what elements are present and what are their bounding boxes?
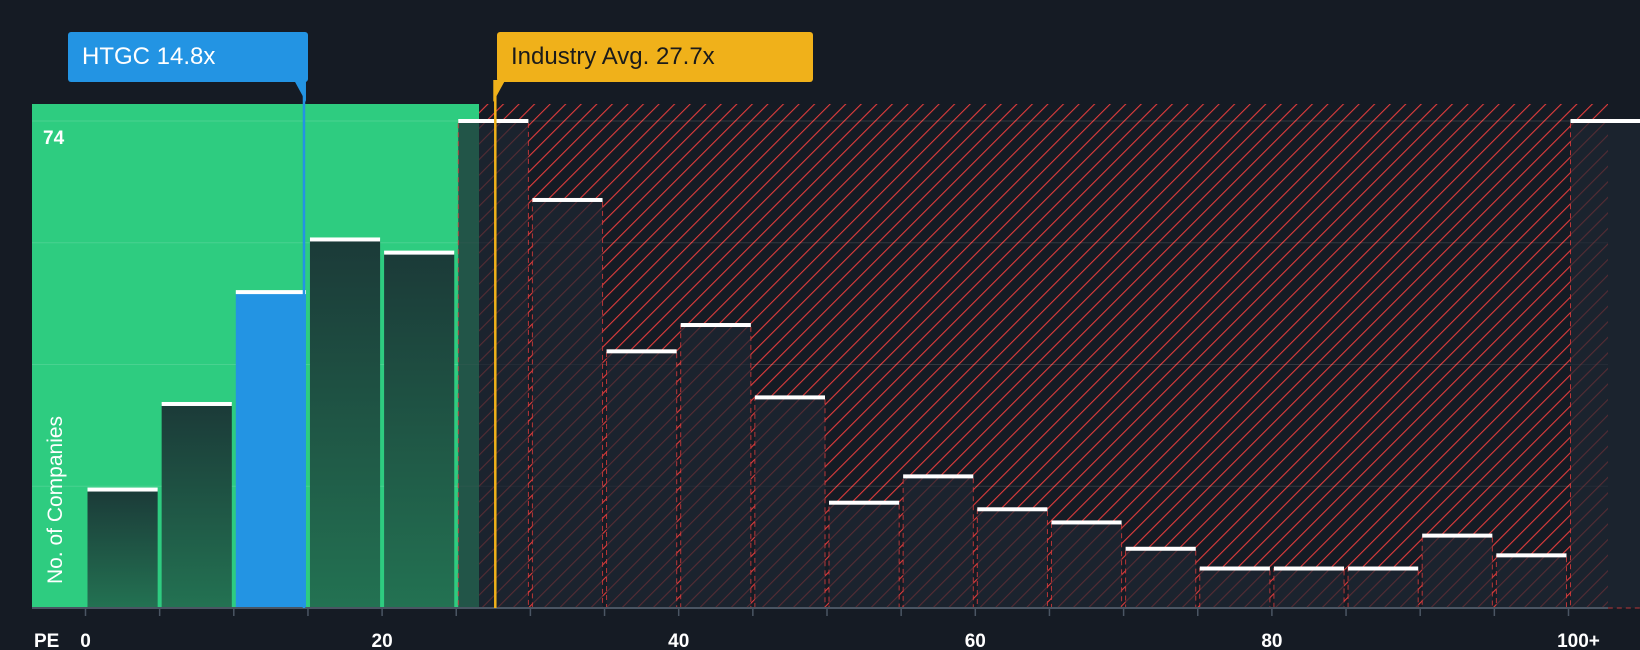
bar-40 [680,325,751,608]
bar-cap-70 [1125,546,1196,551]
bar-cap-75 [1199,566,1270,571]
bar-cap-20 [384,250,455,255]
bar-95 [1496,555,1567,608]
bar-60 [977,509,1048,608]
bar-cap-45 [754,395,825,400]
bar-cap-0 [87,487,158,492]
bar-cap-95 [1496,553,1567,558]
company-callout-pointer [293,80,306,102]
bar-55 [903,476,974,608]
bar-90 [1422,535,1493,608]
bar-10 [235,292,306,608]
x-tick-label-20: 20 [372,631,393,650]
industry-avg-label: Industry Avg. 27.7x [511,43,715,70]
bar-45 [754,397,825,608]
x-tick-label-80: 80 [1261,631,1282,650]
y-axis-label: No. of Companies [44,416,67,584]
bar-0 [87,489,158,608]
bar-70 [1125,548,1196,608]
bar-25 [458,121,529,608]
company-pe-callout: HTGC 14.8x [68,32,308,82]
bar-outline-60 [976,508,1048,609]
bar-cap-60 [977,507,1048,512]
bar-35 [606,351,677,608]
x-axis-label: PE [34,631,59,650]
bar-30 [532,199,603,609]
x-tick-label-0: 0 [80,631,91,650]
bar-85 [1348,568,1419,608]
bar-15 [309,239,381,608]
bar-cap-55 [903,474,974,479]
bar-cap-15 [309,237,381,242]
bar-50 [829,502,900,608]
bar-5 [161,403,232,608]
bar-cap-30 [532,197,603,202]
bar-cap-65 [1051,520,1122,525]
bar-cap-50 [829,500,900,505]
bar-100 [1570,121,1640,608]
industry-callout-pointer [493,80,506,102]
y-max-label: 74 [43,128,65,149]
bar-cap-80 [1273,566,1345,571]
bar-80 [1273,568,1345,608]
bar-cap-90 [1422,533,1493,538]
bar-cap-5 [161,401,232,406]
bar-cap-100 [1570,119,1640,123]
x-tick-label-40: 40 [668,631,689,650]
bar-65 [1051,522,1122,608]
industry-avg-callout: Industry Avg. 27.7x [497,32,813,82]
bar-20 [384,252,455,608]
bar-cap-35 [606,349,677,354]
bar-cap-10 [235,290,306,295]
bar-75 [1199,568,1270,608]
x-tick-label-100: 100+ [1557,631,1600,650]
company-pe-label: HTGC 14.8x [82,43,216,70]
bar-cap-25 [458,119,529,123]
bar-cap-40 [680,323,751,328]
x-tick-label-60: 60 [965,631,986,650]
bar-cap-85 [1348,566,1419,571]
